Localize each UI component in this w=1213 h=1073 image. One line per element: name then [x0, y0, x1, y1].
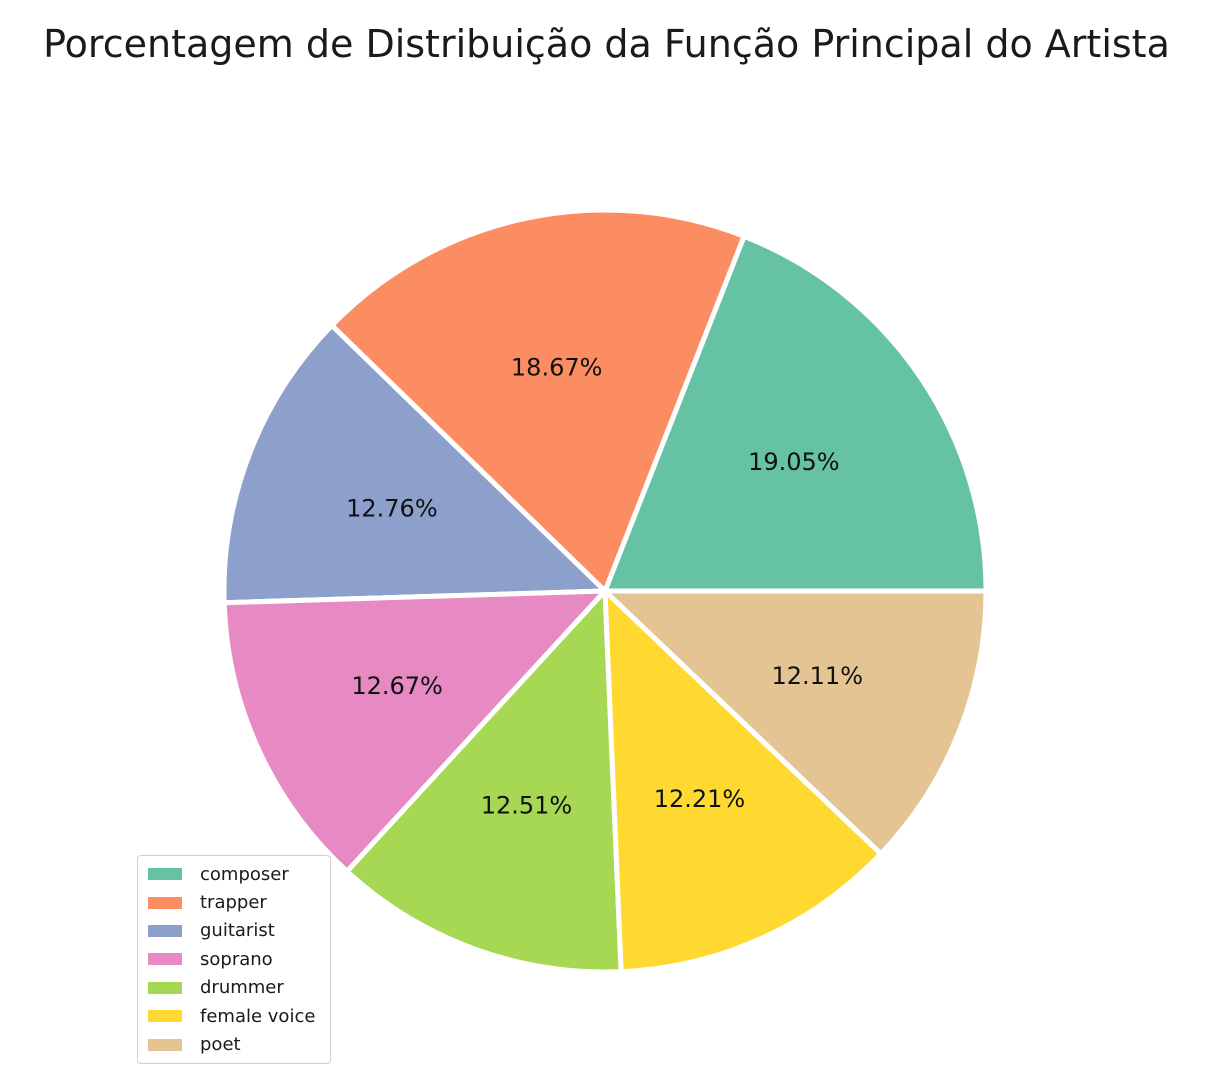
pie-slice-trapper	[329, 207, 747, 594]
pie-slice-composer	[602, 233, 989, 594]
pie-slice-guitarist	[221, 322, 608, 606]
legend-label: poet	[200, 1034, 241, 1056]
slice-percent-label-composer: 19.05%	[748, 448, 840, 476]
legend: composer trapper guitarist soprano drummer fe…	[137, 855, 331, 1064]
legend-item-drummer: drummer	[138, 974, 330, 1002]
slice-percent-label-soprano: 12.67%	[351, 672, 443, 700]
legend-label: female voice	[200, 1005, 316, 1027]
legend-label: guitarist	[200, 920, 275, 942]
legend-item-poet: poet	[138, 1030, 330, 1058]
legend-label: composer	[200, 863, 289, 885]
legend-item-composer: composer	[138, 860, 330, 888]
slice-percent-label-drummer: 12.51%	[481, 792, 573, 820]
legend-swatch	[148, 924, 182, 937]
pie-slice-drummer	[344, 588, 624, 975]
legend-swatch	[148, 868, 182, 881]
legend-item-female-voice: female voice	[138, 1002, 330, 1030]
slice-percent-label-female-voice: 12.21%	[654, 785, 746, 813]
legend-item-guitarist: guitarist	[138, 917, 330, 945]
legend-swatch	[148, 896, 182, 909]
legend-label: drummer	[200, 977, 284, 999]
slice-percent-label-guitarist: 12.76%	[346, 494, 438, 522]
legend-label: trapper	[200, 892, 267, 914]
slice-percent-label-poet: 12.11%	[771, 662, 863, 690]
pie-slice-female-voice	[602, 588, 884, 975]
slice-percent-label-trapper: 18.67%	[511, 354, 603, 382]
legend-swatch	[148, 981, 182, 994]
legend-swatch	[148, 1010, 182, 1023]
legend-item-soprano: soprano	[138, 945, 330, 973]
pie-slice-poet	[602, 588, 989, 857]
pie-slice-labels: 19.05% 18.67% 12.76% 12.67% 12.51% 12.21% 12.1…	[346, 354, 863, 820]
legend-item-trapper: trapper	[138, 888, 330, 916]
legend-swatch	[148, 1038, 182, 1051]
pie-slices	[221, 207, 989, 975]
legend-label: soprano	[200, 948, 273, 970]
chart-title: Porcentagem de Distribuição da Função Pr…	[43, 22, 1170, 66]
pie-slice-soprano	[221, 588, 608, 874]
legend-swatch	[148, 953, 182, 966]
